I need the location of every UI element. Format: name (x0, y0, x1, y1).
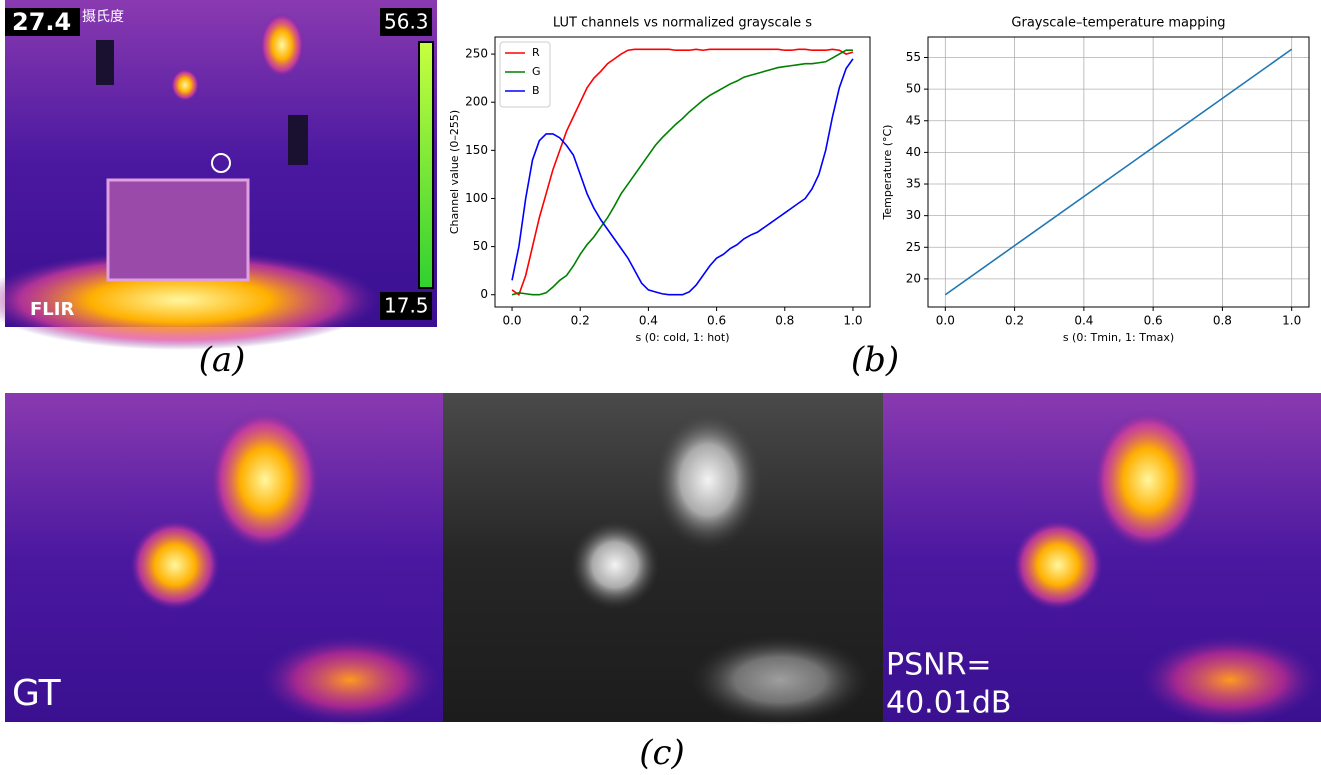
x-tick-label: 0.2 (1005, 314, 1024, 328)
y-tick-label: 50 (473, 239, 488, 253)
series-line (511, 49, 853, 296)
y-tick-label: 30 (906, 208, 921, 222)
gt-label: GT (12, 673, 62, 714)
thermal-image-a: 27.4 摄氏度 56.3 17.5 FLIR (0, 0, 437, 350)
psnr-value: 40.01dB (886, 686, 1012, 721)
y-axis-label: Temperature (°C) (881, 125, 894, 221)
y-tick-label: 200 (465, 95, 488, 109)
legend-label: R (532, 46, 540, 59)
chart-title: Grayscale–temperature mapping (1011, 16, 1225, 31)
y-axis-label: Channel value (0–255) (448, 110, 461, 234)
y-tick-label: 100 (465, 191, 488, 205)
thermal-image-reconstruction (883, 393, 1321, 725)
min-temperature: 17.5 (384, 294, 429, 318)
y-tick-label: 35 (906, 177, 921, 191)
x-tick-label: 0.8 (775, 314, 794, 328)
x-tick-label: 0.6 (1144, 314, 1163, 328)
y-tick-label: 25 (906, 240, 921, 254)
x-axis-label: s (0: Tmin, 1: Tmax) (1063, 331, 1174, 344)
x-tick-label: 0.6 (707, 314, 726, 328)
x-tick-label: 0.4 (1074, 314, 1093, 328)
x-tick-label: 1.0 (1282, 314, 1301, 328)
series-line (944, 48, 1293, 296)
legend-label: B (532, 84, 540, 97)
panel-label: (b) (851, 340, 899, 380)
x-axis-label: s (0: cold, 1: hot) (635, 331, 729, 344)
x-tick-label: 0.0 (936, 314, 955, 328)
x-tick-label: 0.0 (502, 314, 521, 328)
plot-frame (494, 36, 871, 308)
y-tick-label: 250 (465, 47, 488, 61)
legend-label: G (532, 65, 541, 78)
max-temperature: 56.3 (384, 10, 429, 34)
thermal-image-gt (5, 393, 443, 725)
chart-title: LUT channels vs normalized grayscale s (553, 16, 812, 31)
y-tick-label: 20 (906, 271, 921, 285)
y-tick-label: 40 (906, 145, 921, 159)
y-tick-label: 0 (480, 287, 488, 301)
unit: 摄氏度 (82, 9, 124, 25)
y-tick-label: 150 (465, 143, 488, 157)
temperature-reading: 27.4 (12, 8, 71, 36)
y-tick-label: 50 (906, 82, 921, 96)
x-tick-label: 0.2 (571, 314, 590, 328)
panel-label: (c) (639, 733, 685, 773)
y-tick-label: 55 (906, 50, 921, 64)
series-line (511, 48, 854, 296)
y-tick-label: 45 (906, 113, 921, 127)
x-tick-label: 0.8 (1213, 314, 1232, 328)
plot-frame (927, 36, 1310, 308)
x-tick-label: 1.0 (843, 314, 862, 328)
series-line (511, 58, 854, 296)
psnr-label: PSNR= (886, 648, 992, 683)
brand: FLIR (30, 299, 74, 320)
panel-label: (a) (199, 340, 246, 380)
x-tick-label: 0.4 (639, 314, 658, 328)
grayscale-image (443, 393, 883, 725)
legend-box (499, 41, 551, 108)
